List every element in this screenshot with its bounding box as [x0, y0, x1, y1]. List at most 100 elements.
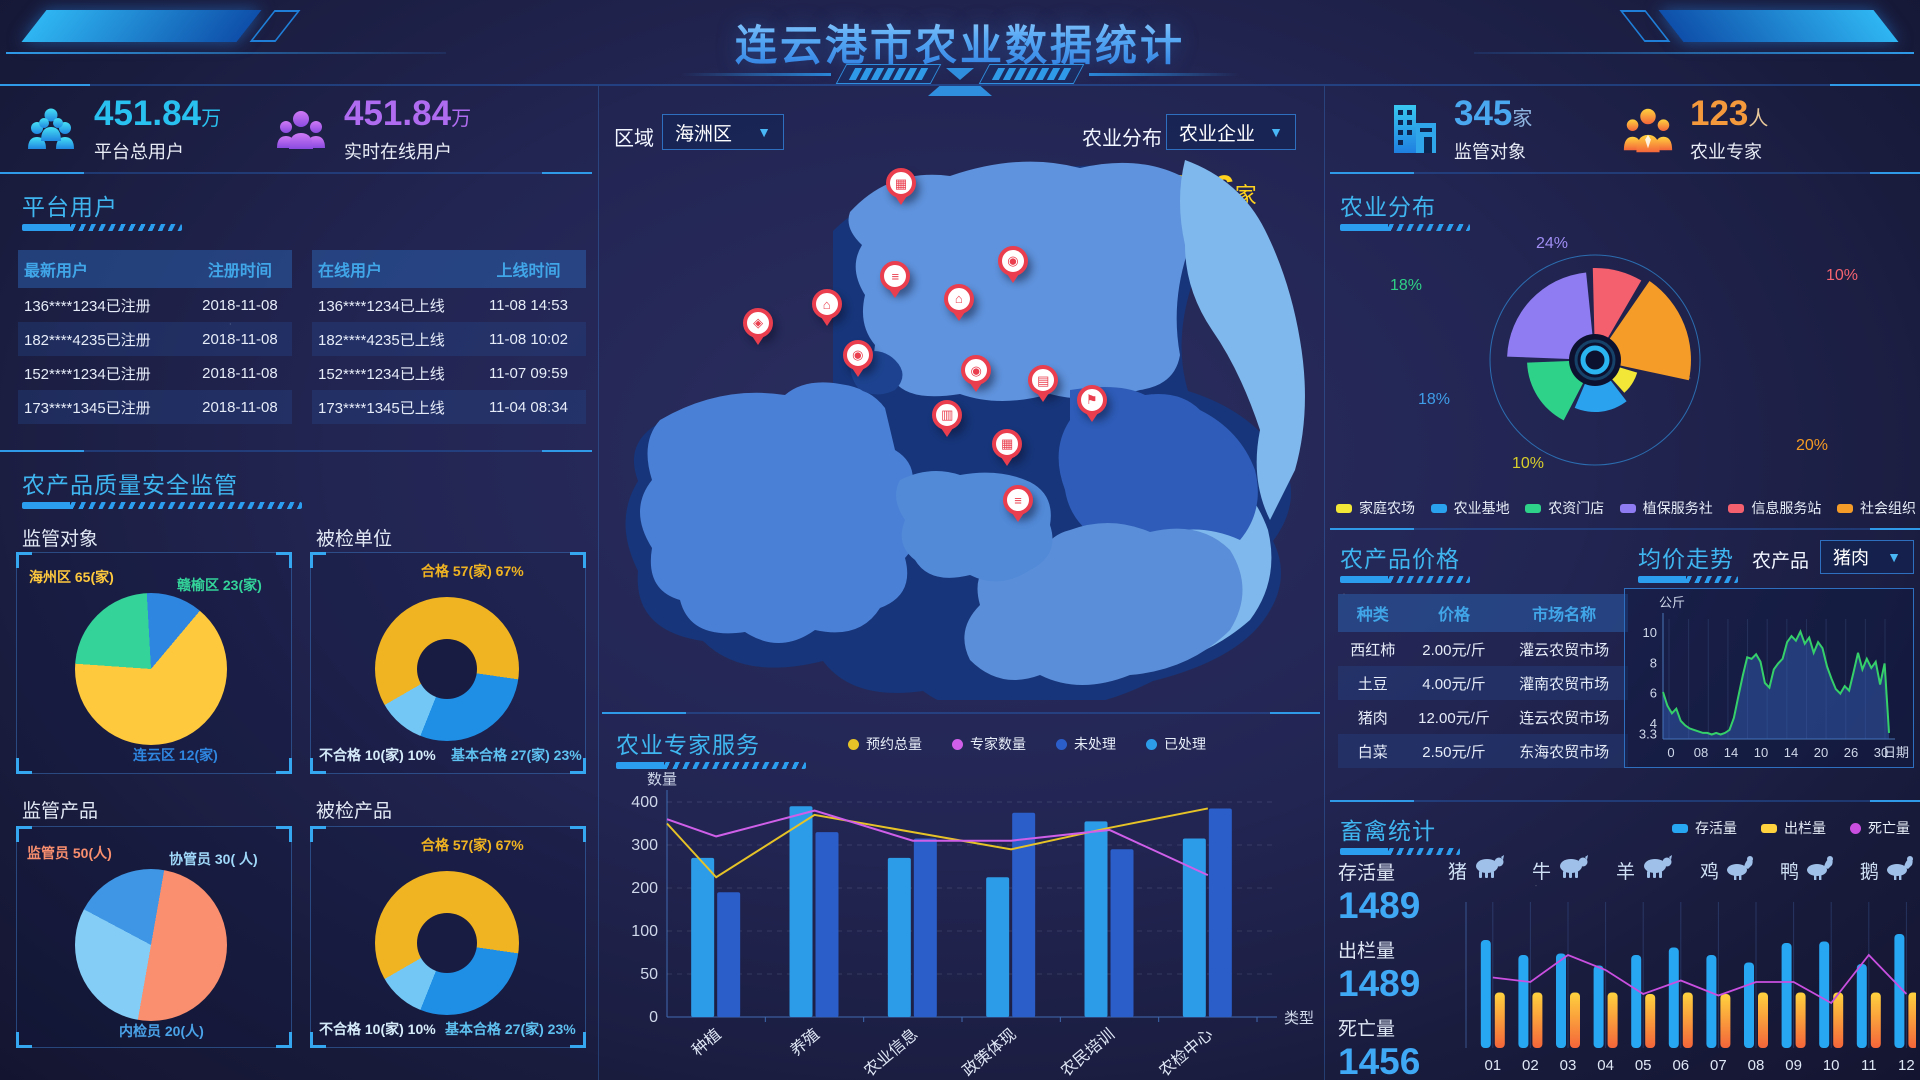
map-pin[interactable]: ▦ [992, 428, 1023, 459]
legend-swatch [1619, 503, 1636, 513]
table-row: 白菜 2.50元/斤 东海农贸市场 [1338, 734, 1628, 768]
map-pin[interactable]: ▦ [886, 168, 917, 199]
legend-swatch [1836, 503, 1853, 513]
stat-value: 123 [1690, 94, 1749, 133]
pie-slice-label: 不合格 10(家) 10% [319, 1021, 436, 1037]
animal-tab-鹅[interactable]: 鹅 [1860, 854, 1914, 886]
legend-item[interactable]: 已处理 [1146, 734, 1206, 754]
svg-text:06: 06 [1672, 1057, 1689, 1074]
users-group-icon [28, 108, 74, 149]
map-pin[interactable]: ◉ [997, 245, 1028, 276]
stat-label: 出栏量 [1338, 941, 1396, 962]
legend-item[interactable]: 农资门店 [1525, 498, 1604, 518]
svg-text:政策体现: 政策体现 [959, 1025, 1020, 1078]
map-pin[interactable]: ◈ [743, 307, 774, 338]
svg-text:10: 10 [1643, 625, 1657, 640]
map-pin[interactable]: ⌂ [811, 289, 842, 320]
legend-item[interactable]: 农业基地 [1430, 498, 1510, 518]
legend-item[interactable]: 植保服务社 [1619, 498, 1713, 518]
livestock-stat-dead: 死亡量 1456 [1338, 1014, 1420, 1080]
table-row: 173****1345已上线 11-04 08:34 [312, 390, 586, 424]
online-table: 在线用户 上线时间 136****1234已上线 11-08 14:53 182****… [312, 250, 586, 424]
legend-item[interactable]: 家庭农场 [1336, 498, 1415, 518]
legend-label: 家庭农场 [1359, 500, 1415, 516]
table-cell: 2018-11-08 [202, 330, 278, 348]
stat-experts: 123人 农业专家 [1620, 96, 1768, 164]
map-pin[interactable]: ◉ [961, 355, 992, 386]
pie-card-supervision-objects: 海州区 65(家) 赣榆区 23(家) 连云区 12(家) [16, 552, 292, 774]
distribution-select[interactable]: 农业企业 ▼ [1166, 114, 1296, 150]
table-cell: 173****1345已上线 [318, 399, 445, 417]
map-pin[interactable]: ▤ [1028, 365, 1059, 396]
product-select[interactable]: 猪肉 ▼ [1820, 540, 1914, 574]
legend-item[interactable]: 预约总量 [848, 734, 922, 754]
legend-item[interactable]: 专家数量 [952, 734, 1026, 754]
column-header: 在线用户 [318, 263, 383, 280]
panel-divider-left [598, 86, 599, 1080]
pie-slice-label: 合格 57(家) 67% [421, 837, 524, 853]
map-pin[interactable]: ◉ [842, 339, 873, 370]
table-cell: 西红柿 [1350, 641, 1396, 659]
legend-item[interactable]: 出栏量 [1761, 818, 1826, 838]
svg-text:100: 100 [631, 923, 658, 940]
animal-tab-羊[interactable]: 羊 [1616, 854, 1674, 886]
legend-item[interactable]: 死亡量 [1850, 818, 1910, 838]
distribution-select-value: 农业企业 [1179, 123, 1256, 145]
animal-tab-鸭[interactable]: 鸭 [1780, 854, 1834, 886]
animal-label: 牛 [1531, 861, 1551, 883]
legend-swatch [1672, 823, 1688, 833]
table-cell: 136****1234已注册 [24, 297, 151, 315]
users-group-icon [277, 111, 325, 149]
svg-text:20: 20 [1814, 745, 1828, 760]
svg-text:03: 03 [1560, 1057, 1577, 1074]
table-cell: 12.00元/斤 [1418, 709, 1490, 727]
legend-item[interactable]: 社会组织 [1836, 498, 1916, 518]
stat-label: 平台总用户 [94, 142, 184, 162]
map-pin[interactable]: ▥ [932, 399, 963, 430]
map-pin[interactable]: ⚑ [1076, 384, 1107, 415]
svg-text:类型: 类型 [1284, 1010, 1314, 1027]
animal-icon [1724, 854, 1754, 886]
svg-text:12: 12 [1898, 1057, 1915, 1074]
table-cell: 灌南农贸市场 [1519, 675, 1610, 693]
legend-item[interactable]: 存活量 [1672, 818, 1737, 838]
table-header: 在线用户 上线时间 [312, 250, 586, 288]
stat-value: 451.84 [344, 94, 452, 133]
section-title-expert-service: 农业专家服务 [616, 732, 760, 758]
table-cell: 173****1345已注册 [24, 399, 151, 417]
table-cell: 白菜 [1357, 743, 1388, 761]
legend-item[interactable]: 未处理 [1056, 734, 1116, 754]
livestock-chart: 01 02 03 04 05 06 07 08 09 10 11 12 [1448, 898, 1919, 1078]
livestock-stat-alive: 存活量 1489 [1338, 858, 1420, 928]
svg-text:02: 02 [1522, 1057, 1539, 1074]
stat-label: 实时在线用户 [344, 142, 452, 162]
map-pin[interactable]: ⌂ [943, 283, 974, 314]
legend-label: 已处理 [1164, 736, 1206, 752]
legend-item[interactable]: 信息服务站 [1728, 498, 1821, 518]
header-notch [928, 86, 992, 96]
animal-tab-牛[interactable]: 牛 [1532, 854, 1590, 886]
animal-tab-猪[interactable]: 猪 [1448, 854, 1506, 886]
column-header: 价格 [1437, 607, 1470, 624]
map-pin[interactable]: ≡ [1003, 485, 1034, 516]
map-pin[interactable]: ≡ [880, 261, 911, 292]
stat-value: 451.84 [94, 94, 202, 133]
animal-label: 猪 [1448, 861, 1468, 883]
legend-swatch [1056, 738, 1067, 750]
region-select[interactable]: 海洲区 ▼ [662, 114, 784, 150]
animal-tab-鸡[interactable]: 鸡 [1700, 854, 1754, 886]
pie-slice-label: 海州区 65(家) [29, 569, 114, 585]
donut-hole [416, 638, 478, 700]
svg-text:3.3: 3.3 [1639, 726, 1657, 741]
chart-subtitle: 被检产品 [316, 801, 393, 822]
section-divider [0, 172, 592, 174]
pin-glyph-icon: ▦ [1001, 436, 1014, 452]
pin-glyph-icon: ◈ [753, 315, 764, 331]
stat-unit: 万 [451, 108, 472, 130]
header-decoration-left [0, 8, 460, 60]
table-cell: 灌云农贸市场 [1519, 641, 1610, 659]
table-row: 猪肉 12.00元/斤 连云农贸市场 [1338, 700, 1628, 734]
section-underline [1340, 848, 1460, 855]
header-divider [0, 84, 1920, 86]
livestock-stat-out: 出栏量 1489 [1338, 936, 1420, 1006]
